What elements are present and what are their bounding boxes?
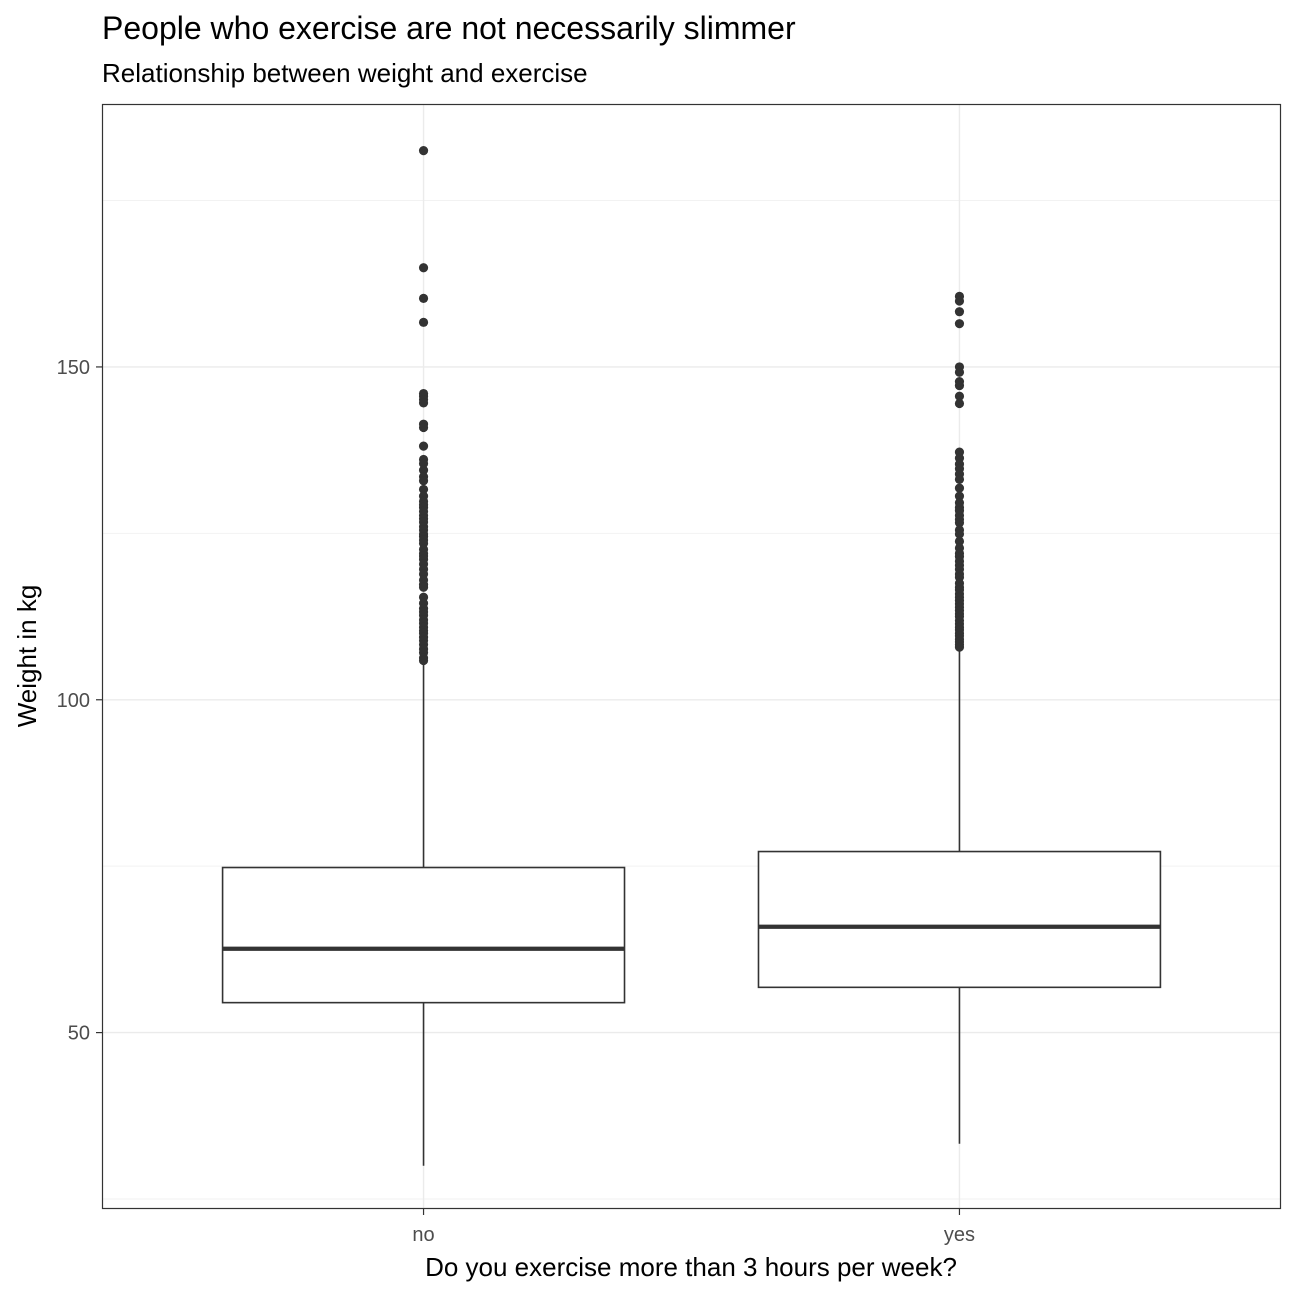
iqr-box xyxy=(221,866,626,1004)
x-axis-title: Do you exercise more than 3 hours per we… xyxy=(425,1252,957,1282)
y-tick-label: 50 xyxy=(68,1023,90,1045)
outlier-point xyxy=(954,518,965,528)
grid-lines xyxy=(102,104,1281,1209)
y-tick-label: 150 xyxy=(57,357,90,379)
outlier-point xyxy=(418,582,429,592)
outlier-point xyxy=(418,317,429,327)
outlier-point xyxy=(418,441,429,451)
outlier-point xyxy=(418,655,429,666)
outlier-point xyxy=(418,484,429,495)
outlier-point xyxy=(954,491,965,501)
outlier-point xyxy=(954,296,965,306)
chart-title: People who exercise are not necessarily … xyxy=(102,10,796,46)
outlier-point xyxy=(418,465,429,475)
outlier-point xyxy=(954,483,965,493)
box-layer xyxy=(221,145,1162,1166)
outlier-point xyxy=(418,476,429,486)
panel-border xyxy=(101,103,1282,1210)
outlier-point xyxy=(418,145,429,156)
outlier-point xyxy=(954,642,965,652)
outlier-point xyxy=(954,380,965,391)
outlier-point xyxy=(954,391,965,401)
x-tick-label: yes xyxy=(944,1224,975,1246)
outlier-point xyxy=(954,529,965,539)
iqr-box xyxy=(757,850,1162,989)
outlier-point xyxy=(418,293,429,303)
x-tick-label: no xyxy=(412,1224,434,1246)
box-yes xyxy=(757,291,1162,1144)
outlier-point xyxy=(954,367,965,377)
outlier-point xyxy=(954,474,965,485)
outlier-point xyxy=(954,307,965,317)
outlier-point xyxy=(954,319,965,329)
axis-layer: 50 100 150 no yes xyxy=(57,357,975,1246)
chart-subtitle: Relationship between weight and exercise xyxy=(102,58,588,88)
outlier-point xyxy=(418,398,429,408)
outlier-point xyxy=(418,263,429,273)
outlier-point xyxy=(954,536,965,546)
outlier-point xyxy=(954,398,965,409)
outlier-point xyxy=(418,422,429,433)
outlier-point xyxy=(418,458,429,469)
y-tick-label: 100 xyxy=(57,690,90,712)
box-no xyxy=(221,145,626,1166)
y-axis-title: Weight in kg xyxy=(12,585,42,728)
